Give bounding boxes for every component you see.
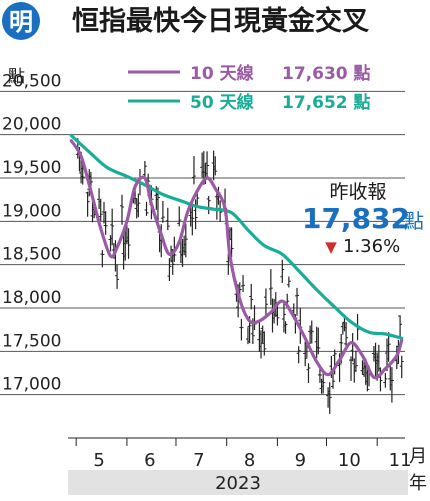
x-tick-label: 11 bbox=[389, 450, 412, 471]
legend: 10 天線 17,630 點 50 天線 17,652 點 bbox=[128, 63, 371, 113]
x-tick-label: 8 bbox=[244, 450, 255, 471]
y-axis-label: 點 bbox=[8, 67, 25, 87]
y-tick-label: 19,000 bbox=[2, 201, 61, 221]
close-annotation: 昨收報 17,832 點 ▼ 1.36% bbox=[302, 181, 424, 257]
close-unit: 點 bbox=[404, 209, 424, 233]
y-tick-label: 20,500 bbox=[2, 71, 61, 91]
legend-label-50-day-ma: 50 天線 bbox=[190, 92, 254, 113]
change-percent: 1.36% bbox=[343, 236, 400, 257]
y-tick-label: 18,500 bbox=[2, 245, 61, 265]
newspaper-logo-text: 明 bbox=[9, 7, 33, 36]
year-band bbox=[68, 470, 408, 495]
close-value: 17,832 bbox=[302, 202, 410, 235]
x-tick-label: 6 bbox=[144, 450, 155, 471]
x-axis-label-month: 月 bbox=[409, 446, 427, 467]
down-arrow-icon: ▼ bbox=[325, 238, 337, 256]
legend-item-50-day-ma: 50 天線 17,652 點 bbox=[128, 92, 371, 113]
y-tick-label: 19,500 bbox=[2, 158, 61, 178]
legend-value-10-day-ma: 17,630 點 bbox=[282, 63, 371, 84]
newspaper-logo bbox=[2, 2, 40, 40]
y-axis: 17,000 17,500 18,000 18,500 19,000 19,500 20,0… bbox=[0, 71, 405, 396]
y-tick-label: 18,000 bbox=[2, 288, 61, 308]
x-tick-label: 10 bbox=[338, 450, 361, 471]
close-heading: 昨收報 bbox=[329, 181, 386, 203]
x-tick-label: 9 bbox=[295, 450, 306, 471]
x-axis: 5 6 7 8 9 10 11 bbox=[75, 438, 412, 471]
year-label: 2023 bbox=[215, 473, 261, 494]
y-tick-label: 20,000 bbox=[2, 115, 61, 135]
chart-title: 恒指最快今日現黃金交叉 bbox=[72, 5, 369, 37]
legend-value-50-day-ma: 17,652 點 bbox=[282, 92, 371, 113]
series-line-10-day-ma bbox=[69, 139, 404, 380]
x-tick-label: 7 bbox=[193, 450, 204, 471]
x-tick-label: 5 bbox=[93, 450, 104, 471]
legend-item-10-day-ma: 10 天線 17,630 點 bbox=[128, 63, 371, 84]
y-tick-label: 17,500 bbox=[2, 331, 61, 351]
x-axis-label-year: 年 bbox=[409, 473, 427, 494]
price-bars bbox=[75, 138, 404, 414]
y-tick-label: 17,000 bbox=[2, 375, 61, 395]
legend-label-10-day-ma: 10 天線 bbox=[190, 63, 254, 84]
series-line-50-day-ma bbox=[69, 133, 404, 340]
header: 明 恒指最快今日現黃金交叉 bbox=[2, 2, 369, 40]
